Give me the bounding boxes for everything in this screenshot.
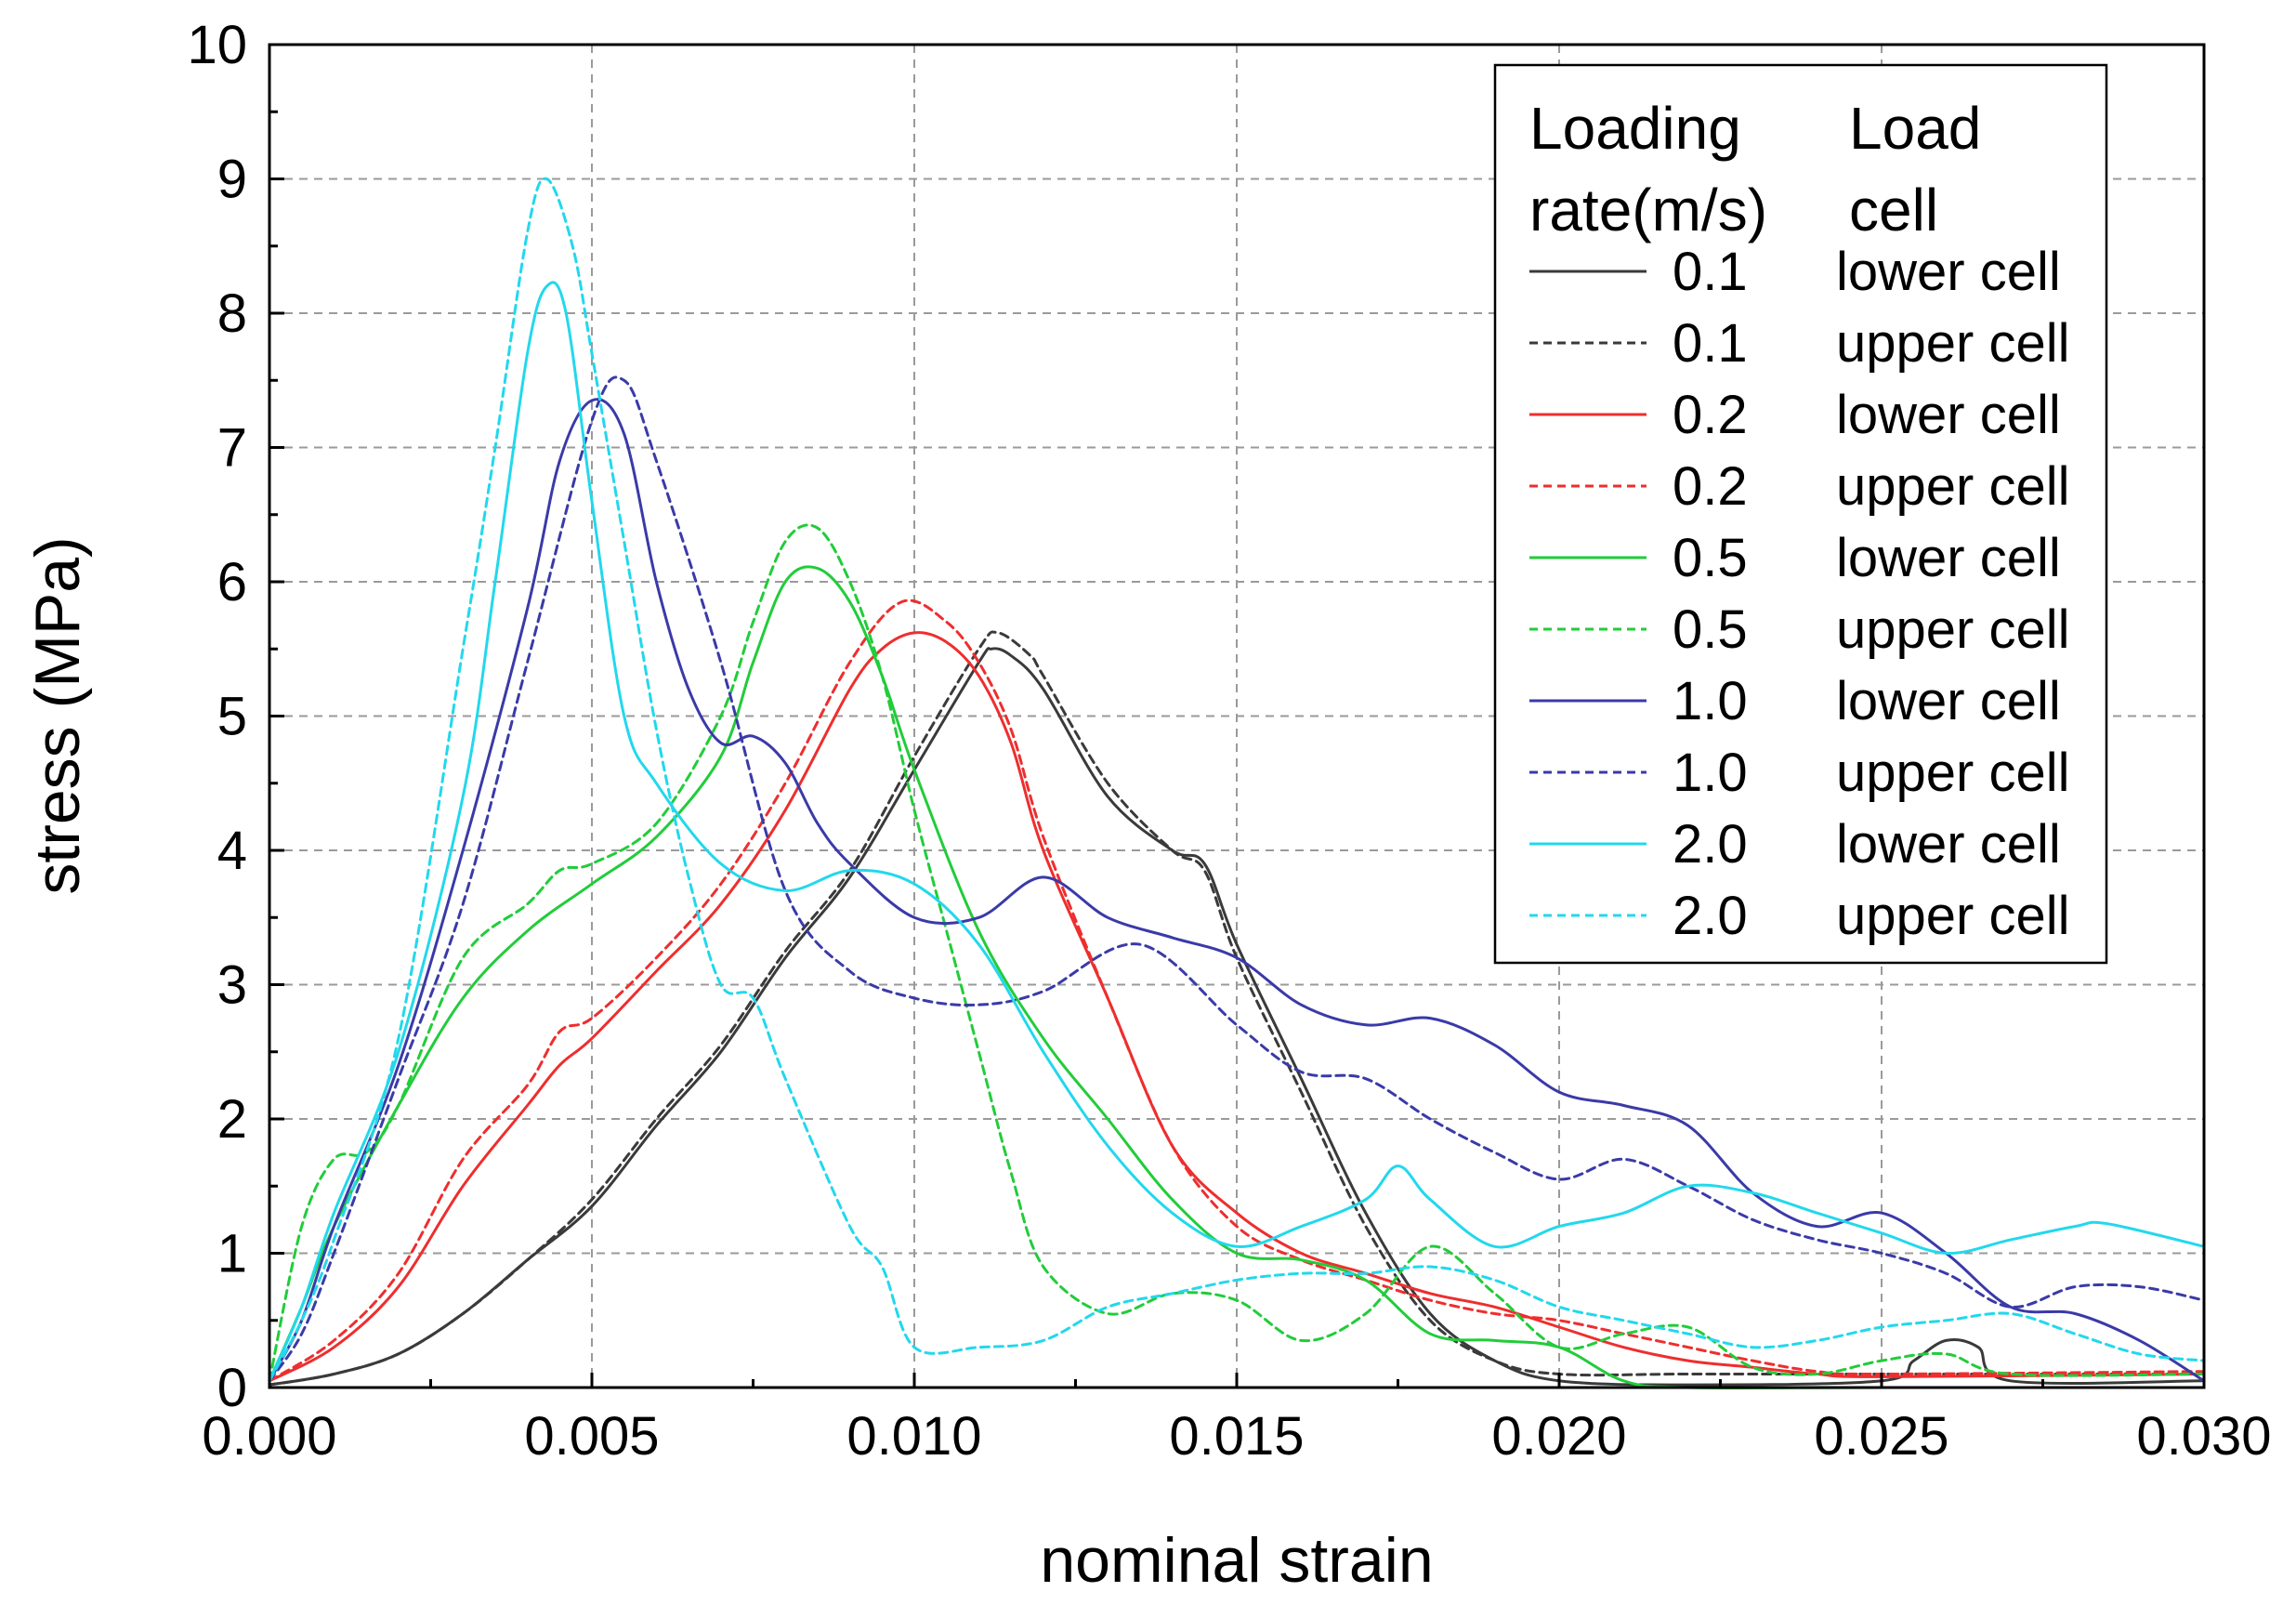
legend-rate: 0.2 [1673,456,1748,517]
legend-rate: 0.1 [1673,313,1748,374]
legend-rate: 0.1 [1673,242,1748,302]
legend-rate: 0.5 [1673,528,1748,588]
legend-rate: 0.5 [1673,599,1748,660]
legend-header-cell-line2: cell [1849,177,1938,243]
y-tick-label: 0 [217,1358,247,1418]
legend-cell: lower cell [1836,385,2061,445]
legend-rate: 1.0 [1673,743,1748,803]
y-axis-label: stress (MPa) [22,536,93,894]
y-tick-label: 10 [187,15,247,75]
legend-cell: upper cell [1836,886,2069,946]
y-tick-label: 8 [217,283,247,344]
series-line-0.1-upper-cell [268,630,2206,1387]
series-layer [268,177,2206,1390]
legend-cell: lower cell [1836,814,2061,875]
x-tick-label: 0.005 [524,1406,659,1467]
legend-cell: lower cell [1836,671,2061,731]
series-line-2.0-lower-cell [268,281,2206,1383]
series-line-0.2-lower-cell [268,631,2206,1383]
legend-rate: 1.0 [1673,671,1748,731]
legend-rate: 0.2 [1673,385,1748,445]
legend-box [1493,63,2108,965]
y-tick-label: 2 [217,1089,247,1150]
legend-header-rate-line2: rate(m/s) [1529,177,1767,243]
y-tick-label: 5 [217,687,247,747]
x-tick-label: 0.015 [1169,1406,1304,1467]
legend-header-rate-line1: Loading [1529,95,1741,162]
series-line-1.0-lower-cell [268,398,2206,1383]
x-tick-label: 0.020 [1491,1406,1626,1467]
series-line-2.0-upper-cell [268,177,2206,1383]
legend-entries: 0.1 lower cell 0.1 upper cell 0.2 lower cell 0… [1529,242,2069,946]
legend-cell: lower cell [1836,528,2061,588]
series-line-0.1-lower-cell [268,647,2206,1387]
legend-header-cell-line1: Load [1849,95,1981,162]
x-axis-label: nominal strain [1040,1525,1433,1596]
legend-cell: upper cell [1836,743,2069,803]
x-tick-label: 0.025 [1814,1406,1948,1467]
legend-rate: 2.0 [1673,886,1748,946]
x-tick-label: 0.000 [202,1406,336,1467]
y-tick-label: 6 [217,552,247,612]
y-tick-label: 3 [217,955,247,1016]
series-line-1.0-upper-cell [268,375,2206,1383]
y-tick-label: 9 [217,150,247,210]
series-line-0.5-lower-cell [268,565,2206,1390]
legend-cell: upper cell [1836,599,2069,660]
x-tick-label: 0.010 [846,1406,981,1467]
legend-cell: lower cell [1836,242,2061,302]
y-tick-label: 7 [217,418,247,479]
series-line-0.5-upper-cell [268,523,2206,1383]
axis-ticks: 0.000 0.005 0.010 0.015 0.020 0.025 0.030 0 1 2 3 4… [187,15,2271,1467]
y-tick-label: 1 [217,1224,247,1284]
legend-rate: 2.0 [1673,814,1748,875]
series-line-0.2-upper-cell [268,599,2206,1383]
legend-cell: upper cell [1836,313,2069,374]
legend: Loading rate(m/s) Load cell 0.1 lower cel… [1493,63,2108,965]
legend-cell: upper cell [1836,456,2069,517]
y-tick-label: 4 [217,821,247,881]
x-tick-label: 0.030 [2136,1406,2271,1467]
